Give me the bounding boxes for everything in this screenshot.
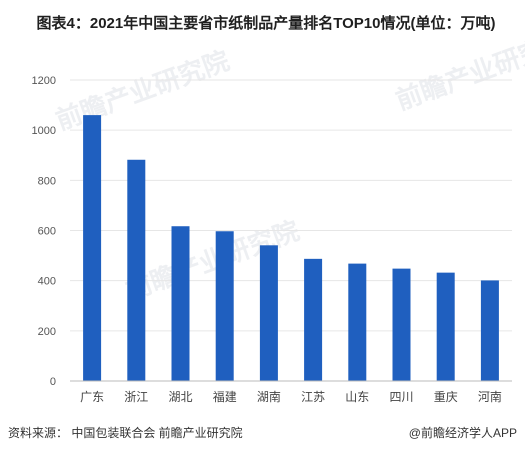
x-tick-label: 山东: [345, 390, 369, 404]
watermark-text-1: 前瞻产业研究院: [52, 45, 233, 135]
bars: [83, 115, 499, 381]
x-tick-label: 广东: [80, 390, 104, 404]
y-tick-label: 0: [50, 376, 56, 388]
x-tick-label: 重庆: [434, 390, 458, 404]
y-tick-label: 400: [38, 276, 56, 288]
x-tick-label: 河南: [478, 389, 502, 404]
watermark-text-2: 前瞻产业研究院: [392, 25, 525, 115]
x-tick-label: 江苏: [301, 390, 325, 404]
bar-3: [171, 226, 190, 381]
y-tick-label: 600: [38, 226, 56, 238]
source-text: 资料来源： 中国包装联合会 前瞻产业研究院: [8, 426, 243, 440]
x-tick-label: 湖南: [257, 389, 281, 404]
bar-7: [348, 263, 367, 381]
brand-text: @前瞻经济学人APP: [408, 426, 517, 440]
y-tick-label: 200: [38, 326, 56, 338]
x-axis-ticks: 广东 浙江 湖北 福建 湖南 江苏 山东 四川 重庆 河南: [80, 389, 502, 404]
bar-1: [83, 115, 102, 381]
x-tick-label: 湖北: [168, 389, 192, 404]
x-tick-label: 浙江: [124, 390, 148, 404]
chart-title: 图表4：2021年中国主要省市纸制品产量排名TOP10情况(单位：万吨): [36, 15, 496, 32]
x-tick-label: 四川: [389, 390, 413, 404]
y-tick-label: 800: [38, 175, 56, 187]
footer: 资料来源： 中国包装联合会 前瞻产业研究院 @前瞻经济学人APP: [8, 424, 517, 441]
bar-4: [215, 231, 234, 381]
bar-9: [436, 272, 455, 381]
y-axis-ticks: 0 200 400 600 800 1000 1200: [32, 75, 56, 388]
bar-6: [304, 258, 323, 381]
watermark: 前瞻产业研究院 前瞻产业研究院 前瞻产业研究院: [52, 25, 525, 305]
y-tick-label: 1200: [32, 75, 56, 87]
bar-10: [480, 280, 499, 381]
y-tick-label: 1000: [32, 125, 56, 137]
x-tick-label: 福建: [213, 389, 237, 404]
bar-5: [259, 245, 278, 381]
bar-2: [127, 159, 146, 381]
bar-8: [392, 268, 411, 381]
